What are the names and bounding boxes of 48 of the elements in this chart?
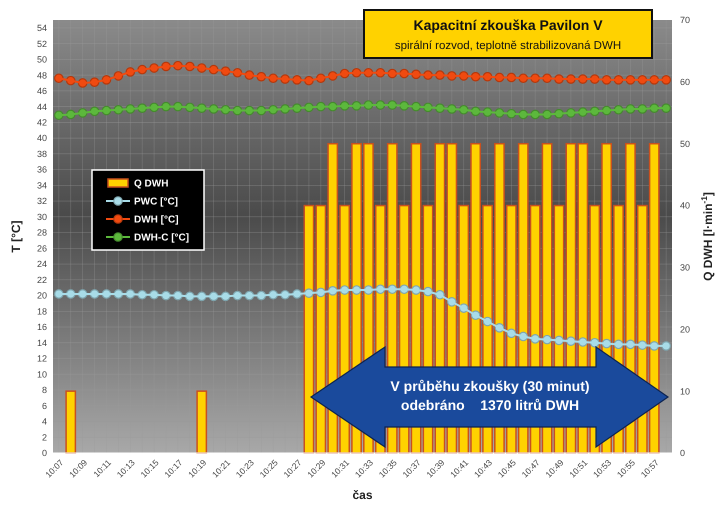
y-tick-label: 0 xyxy=(42,448,47,458)
y-tick-label: 14 xyxy=(36,338,47,348)
y-tick-label: 2 xyxy=(42,432,47,442)
y-tick-label: 34 xyxy=(36,180,47,190)
y-tick-label: 16 xyxy=(36,322,47,332)
legend-label: Q DWH xyxy=(134,178,168,190)
y-tick-label: 52 xyxy=(36,38,47,49)
y-tick-label: 44 xyxy=(36,102,47,112)
y-tick-label: 22 xyxy=(36,274,47,285)
y-tick-label: 24 xyxy=(36,259,47,270)
y-tick-label: 26 xyxy=(36,243,47,254)
y-tick-label: 54 xyxy=(36,23,47,34)
y-tick-label: 32 xyxy=(36,196,47,206)
legend-label: DWH-C [°C] xyxy=(134,232,190,244)
annotation: V průběhu zkoušky (30 minut) xyxy=(390,378,590,394)
y-tick-label: 4 xyxy=(42,416,47,427)
y-tick-label: 18 xyxy=(36,306,47,316)
y-tick-label: 36 xyxy=(36,164,47,175)
y-tick-label: 30 xyxy=(36,212,47,222)
y2-tick-label: 0 xyxy=(680,448,686,458)
x-axis-title: čas xyxy=(352,488,373,502)
y-tick-label: 6 xyxy=(42,400,47,411)
annotation: odebráno 1370 litrů DWH xyxy=(400,397,580,413)
chart-title: Kapacitní zkouška Pavilon V xyxy=(413,17,604,33)
text: spirální rozvod, teplotně strabilizovaná DWH xyxy=(394,40,622,52)
y-tick-label: 28 xyxy=(36,228,47,238)
y-tick-label: 42 xyxy=(36,117,47,128)
y-tick-label: 40 xyxy=(36,133,47,144)
y2-tick-label: 50 xyxy=(680,138,690,149)
y2-tick-label: 10 xyxy=(680,386,690,396)
bar xyxy=(65,390,76,454)
y-tick-label: 10 xyxy=(36,369,47,380)
y2-tick-label: 40 xyxy=(680,200,690,211)
legend-label: PWC [°C] xyxy=(134,196,178,208)
legend-label: DWH [°C] xyxy=(134,214,179,226)
y-tick-label: 50 xyxy=(36,54,47,65)
y-tick-label: 8 xyxy=(42,385,47,396)
y-tick-label: 46 xyxy=(36,86,47,96)
y-tick-label: 38 xyxy=(36,148,47,159)
y2-tick-label: 70 xyxy=(680,15,690,26)
y2-tick-label: 20 xyxy=(680,324,690,334)
y2-tick-label: 30 xyxy=(680,262,690,273)
y-tick-label: 20 xyxy=(36,290,47,301)
y-axis-title: T [°C] xyxy=(9,220,23,253)
bar xyxy=(196,390,208,454)
y-tick-label: 48 xyxy=(36,70,47,80)
y2-tick-label: 60 xyxy=(680,77,690,88)
y-tick-label: 12 xyxy=(36,354,47,364)
